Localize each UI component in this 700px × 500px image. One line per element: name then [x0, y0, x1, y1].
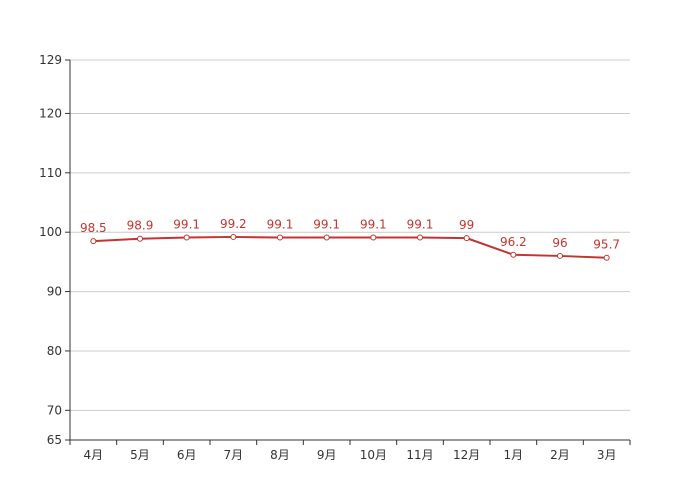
grid-lines	[70, 59, 630, 411]
y-tick-label: 65	[47, 433, 62, 447]
data-point	[510, 251, 517, 258]
data-point	[230, 233, 237, 240]
data-point	[323, 234, 330, 241]
x-tick-label: 7月	[224, 448, 244, 462]
data-label: 99.1	[313, 218, 340, 232]
data-point	[557, 252, 563, 259]
y-axis-ticks: 65 70 80 90 100 110 120 129	[39, 53, 70, 447]
x-tick-label: 11月	[406, 448, 433, 462]
x-tick-label: 6月	[177, 448, 197, 462]
data-point	[417, 234, 423, 241]
x-tick-label: 8月	[270, 448, 290, 462]
y-tick-label: 90	[47, 285, 62, 299]
x-tick-label: 12月	[453, 448, 480, 462]
series-group	[90, 233, 610, 261]
x-tick-label: 10月	[360, 448, 387, 462]
data-point	[277, 234, 283, 241]
y-tick-label: 80	[47, 344, 62, 358]
axes	[69, 60, 630, 441]
y-tick-label: 129	[39, 53, 62, 67]
data-label: 99.1	[407, 218, 434, 232]
x-axis-ticks: 4月 5月 6月 7月 8月 9月 10月 11月 12月 1月 2月 3月	[69, 440, 631, 462]
data-label: 95.7	[593, 238, 620, 252]
data-label: 99	[459, 218, 474, 232]
y-tick-label: 70	[47, 403, 62, 417]
x-tick-label: 1月	[504, 448, 524, 462]
x-tick-label: 4月	[84, 448, 104, 462]
y-tick-label: 120	[39, 106, 62, 120]
data-point	[183, 234, 190, 241]
data-label: 98.9	[127, 219, 154, 233]
x-tick-label: 9月	[317, 448, 337, 462]
data-point	[603, 254, 610, 261]
data-label: 99.2	[220, 217, 247, 231]
y-tick-label: 110	[39, 166, 62, 180]
data-label: 99.1	[360, 218, 387, 232]
data-label: 96	[552, 236, 567, 250]
data-label: 98.5	[80, 221, 107, 235]
data-point	[137, 235, 143, 242]
y-tick-label: 100	[39, 225, 62, 239]
data-point	[463, 235, 470, 242]
data-labels: 98.5 98.9 99.1 99.2 99.1 99.1 99.1 99.1 99 96.2 96…	[80, 217, 620, 252]
series-line	[93, 235, 607, 259]
data-label: 99.1	[173, 218, 200, 232]
x-tick-label: 5月	[130, 448, 150, 462]
data-label: 96.2	[500, 235, 527, 249]
x-tick-label: 3月	[597, 448, 617, 462]
data-point	[90, 238, 97, 245]
data-label: 99.1	[267, 218, 294, 232]
data-point	[370, 234, 377, 241]
x-tick-label: 2月	[550, 448, 570, 462]
